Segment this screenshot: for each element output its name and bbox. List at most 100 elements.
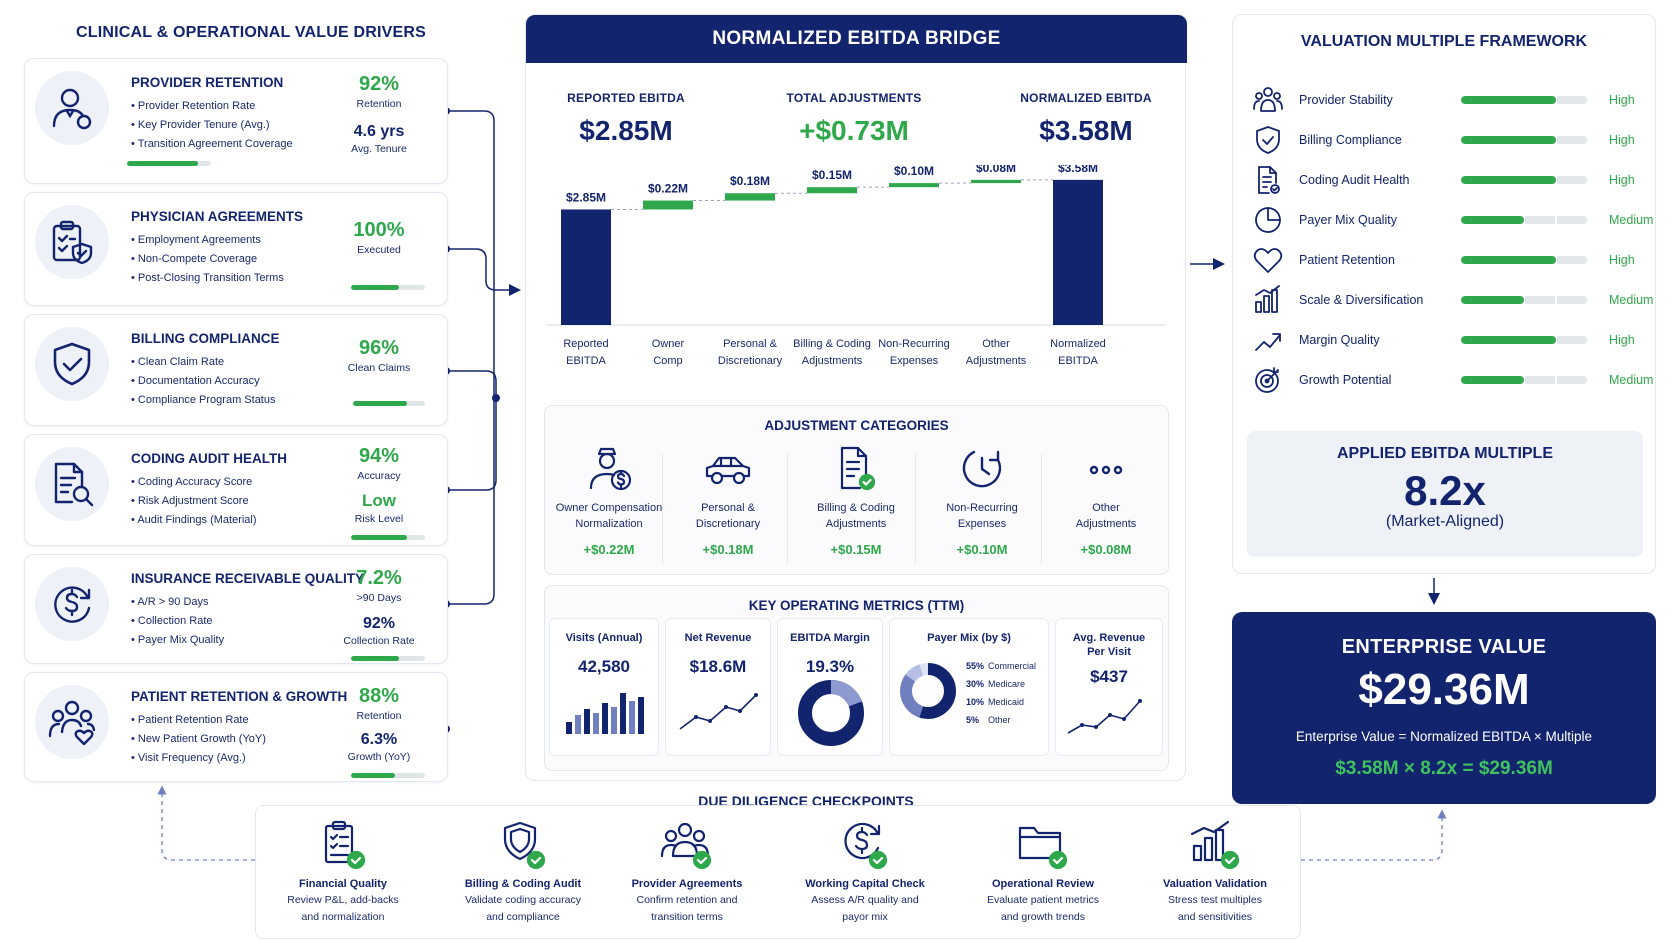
waterfall-category-label: Reported	[563, 338, 608, 350]
divider	[662, 454, 663, 564]
category-value: +$0.08M	[1080, 542, 1132, 557]
valuation-rating-bar	[1461, 336, 1587, 344]
visits-bar-sparkline	[566, 693, 644, 734]
step-description-line: Evaluate patient metrics	[986, 894, 1100, 906]
driver-bullets: Patient Retention Rate New Patient Growt…	[131, 711, 266, 768]
folder-icon	[1018, 826, 1068, 870]
driver-bullets: Clean Claim Rate Documentation Accuracy …	[131, 353, 276, 410]
step-description-line: transition terms	[651, 911, 723, 923]
payer-mix-slice	[900, 663, 956, 719]
applied-multiple-value: 8.2x	[1404, 467, 1486, 514]
payer-mix-name: Medicaid	[988, 697, 1024, 707]
provider-group-icon	[660, 822, 712, 870]
document-check-icon	[840, 446, 876, 491]
metric-label: Clean Claims	[347, 362, 411, 374]
category-label: Owner Compensation Normalization	[550, 500, 668, 532]
valuation-row-billing-compliance[interactable]: Billing Compliance High	[1253, 125, 1643, 155]
step-provider-agreements[interactable]: Provider Agreements Confirm retention an…	[612, 820, 762, 926]
valuation-rating: High	[1609, 93, 1635, 107]
waterfall-category-label: Normalized	[1050, 338, 1106, 350]
driver-icon-circle	[35, 685, 109, 759]
bullet: Provider Retention Rate	[131, 97, 293, 116]
spark-bar	[593, 713, 599, 734]
bullet: Post-Closing Transition Terms	[131, 269, 284, 288]
spark-bar	[611, 707, 617, 734]
divider	[787, 454, 788, 564]
driver-provider-retention[interactable]: PROVIDER RETENTION Provider Retention Ra…	[24, 58, 448, 184]
metric-visits: Visits (Annual) 42,580	[549, 618, 659, 756]
valuation-row-scale-diversification[interactable]: Scale & Diversification Medium	[1253, 285, 1653, 315]
metric-value: 6.3%	[360, 731, 398, 748]
payer-mix-pct: 5%	[966, 715, 979, 725]
dollar-cycle-icon	[54, 586, 91, 623]
driver-title: BILLING COMPLIANCE	[131, 331, 280, 346]
step-title: Valuation Validation	[1163, 878, 1267, 890]
summary-label: REPORTED EBITDA	[567, 91, 685, 105]
valuation-row-patient-retention[interactable]: Patient Retention High	[1253, 245, 1643, 275]
owner-dollar-icon	[589, 447, 632, 491]
category-label-line: Non-Recurring	[946, 502, 1018, 514]
step-valuation-validation[interactable]: Valuation Validation Stress test multipl…	[1140, 820, 1290, 926]
driver-bullets: A/R > 90 Days Collection Rate Payer Mix …	[131, 593, 224, 650]
adjustment-categories-title: ADJUSTMENT CATEGORIES	[764, 418, 949, 433]
waterfall-data-label: $0.22M	[648, 182, 688, 196]
category-value: +$0.10M	[956, 542, 1008, 557]
metric-secondary: 92% Collection Rate	[335, 615, 423, 647]
bullet: Compliance Program Status	[131, 391, 276, 410]
valuation-row-payer-mix-quality[interactable]: Payer Mix Quality Medium	[1253, 205, 1653, 235]
metric-primary: 88% Retention	[335, 685, 423, 722]
driver-patient-retention-growth[interactable]: PATIENT RETENTION & GROWTH Patient Reten…	[24, 672, 448, 782]
bullet: Employment Agreements	[131, 231, 284, 250]
driver-progress-bar	[351, 535, 425, 540]
category-billing-coding[interactable]: Billing & Coding Adjustments +$0.15M	[797, 446, 915, 557]
metric-label: >90 Days	[356, 592, 402, 604]
category-owner-compensation[interactable]: Owner Compensation Normalization +$0.22M	[550, 446, 668, 557]
valuation-rating: High	[1609, 173, 1635, 187]
driver-insurance-receivable-quality[interactable]: INSURANCE RECEIVABLE QUALITY A/R > 90 Da…	[24, 554, 448, 664]
driver-physician-agreements[interactable]: PHYSICIAN AGREEMENTS Employment Agreemen…	[24, 192, 448, 306]
driver-bullets: Employment Agreements Non-Compete Covera…	[131, 231, 284, 288]
step-description-line: and sensitivities	[1177, 911, 1253, 923]
valuation-rating: Medium	[1609, 373, 1654, 387]
key-operating-metrics-panel: KEY OPERATING METRICS (TTM) Visits (Annu…	[544, 585, 1169, 771]
waterfall-bar	[725, 193, 775, 201]
payer-mix-donut: 55% Commercial 30% Medicare 10% Medicaid 5% Oth…	[900, 661, 1036, 725]
category-other[interactable]: Other Adjustments +$0.08M	[1047, 446, 1165, 557]
waterfall-category-label: Other	[982, 338, 1010, 350]
driver-progress-bar	[127, 161, 211, 166]
driver-billing-compliance[interactable]: BILLING COMPLIANCE Clean Claim Rate Docu…	[24, 314, 448, 426]
valuation-row-provider-stability[interactable]: Provider Stability High	[1253, 85, 1643, 115]
driver-coding-audit-health[interactable]: CODING AUDIT HEALTH Coding Accuracy Scor…	[24, 434, 448, 546]
waterfall-bar	[1053, 179, 1103, 325]
step-financial-quality[interactable]: Financial Quality Review P&L, add-backs a…	[268, 820, 418, 926]
category-personal-discretionary[interactable]: Personal & Discretionary +$0.18M	[669, 446, 787, 557]
valuation-row-label: Coding Audit Health	[1299, 173, 1410, 187]
metric-primary: 94% Accuracy	[335, 445, 423, 482]
waterfall-bar	[643, 200, 693, 210]
metric-value: 7.2%	[356, 567, 402, 589]
step-title: Billing & Coding Audit	[464, 878, 582, 890]
dollar-cycle-icon	[844, 822, 888, 870]
margin-donut-segment	[798, 680, 864, 746]
valuation-row-coding-audit-health[interactable]: Coding Audit Health High	[1253, 165, 1643, 195]
spark-bar	[629, 701, 635, 734]
metric-label: Risk Level	[354, 513, 404, 525]
step-working-capital-check[interactable]: Working Capital Check Assess A/R quality…	[790, 820, 940, 926]
waterfall-data-label: $0.08M	[976, 165, 1016, 175]
pie-chart-icon	[1255, 207, 1281, 233]
metric-secondary: 6.3% Growth (YoY)	[335, 731, 423, 763]
driver-bullets: Provider Retention Rate Key Provider Ten…	[131, 97, 293, 154]
step-billing-coding-audit[interactable]: Billing & Coding Audit Validate coding a…	[448, 820, 598, 926]
step-operational-review[interactable]: Operational Review Evaluate patient metr…	[968, 820, 1118, 926]
valuation-row-margin-quality[interactable]: Margin Quality High	[1253, 325, 1643, 355]
category-non-recurring[interactable]: Non-Recurring Expenses +$0.10M	[923, 446, 1041, 557]
valuation-rating: High	[1609, 133, 1635, 147]
valuation-row-growth-potential[interactable]: Growth Potential Medium	[1253, 365, 1653, 395]
spark-bar	[584, 709, 590, 734]
valuation-row-label: Billing Compliance	[1299, 133, 1402, 147]
enterprise-value-calculation: $3.58M × 8.2x = $29.36M	[1335, 758, 1553, 779]
driver-title: PATIENT RETENTION & GROWTH	[131, 689, 348, 704]
spark-bar	[566, 722, 572, 734]
metric-label: Growth (YoY)	[347, 751, 411, 763]
metric-value: $437	[1090, 667, 1128, 686]
